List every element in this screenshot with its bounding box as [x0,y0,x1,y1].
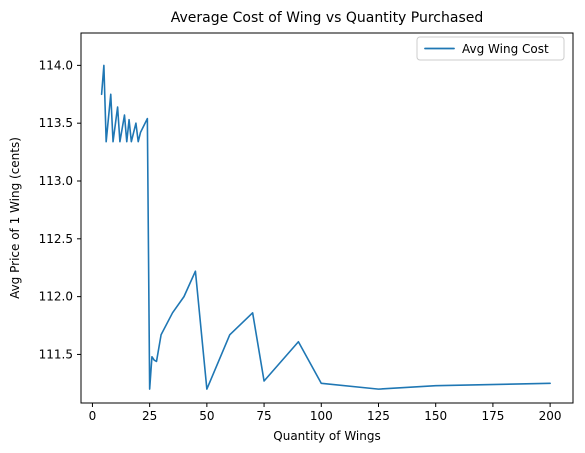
data-point [171,311,175,315]
data-point [111,140,115,144]
data-point [104,140,108,144]
data-point [251,311,255,315]
data-point [146,117,150,121]
data-point [125,140,129,144]
data-point [155,360,159,364]
data-point [118,140,122,144]
data-point [319,382,323,386]
x-tick-label: 0 [89,409,97,423]
data-point [262,379,266,383]
data-point [109,92,113,96]
y-axis-label: Avg Price of 1 Wing (cents) [8,137,22,299]
legend-box [416,36,565,61]
x-axis-label: Quantity of Wings [273,429,380,443]
data-point [548,382,552,386]
data-point [148,387,152,391]
plot-area: 0 25 50 75 100 125 150 175 200 111.5 112.0 112.5 113… [39,32,574,423]
data-point [116,105,120,109]
x-tick-label: 175 [481,409,504,423]
y-tick-label: 112.0 [39,290,73,304]
chart-title: Average Cost of Wing vs Quantity Purchas… [171,10,484,26]
data-point [377,387,381,391]
data-point [194,269,198,273]
x-tick-label: 100 [310,409,333,423]
data-point [130,140,134,144]
data-point [123,113,127,117]
data-point [136,140,140,144]
data-point [134,121,138,125]
data-point [205,387,209,391]
x-tick-label: 200 [539,409,562,423]
data-point [150,355,154,359]
data-point [100,92,104,96]
data-point [297,340,301,344]
plot-frame [80,32,574,404]
x-tick-label: 50 [199,409,214,423]
y-tick-label: 114.0 [39,58,73,72]
data-point [159,333,163,337]
y-tick-label: 111.5 [39,347,73,361]
x-tick-label: 125 [367,409,390,423]
y-tick-label: 113.5 [39,116,73,130]
x-tick-label: 25 [142,409,157,423]
legend: Avg Wing Cost [416,36,565,61]
x-tick-label: 75 [256,409,271,423]
x-tick-label: 150 [424,409,447,423]
y-tick-label: 113.0 [39,174,73,188]
series-line-1 [100,64,551,390]
data-point [182,295,186,299]
data-point [139,131,143,135]
data-point [102,64,106,68]
data-point [228,333,232,337]
data-point [127,118,131,122]
y-tick-label: 112.5 [39,232,73,246]
legend-label: Avg Wing Cost [462,42,549,56]
data-point [434,384,438,388]
